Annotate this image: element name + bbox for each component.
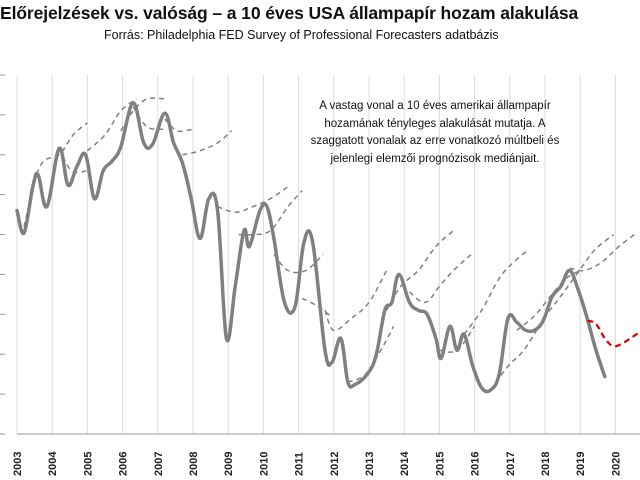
- x-tick-label: 2012: [329, 452, 341, 476]
- x-tick-label: 2013: [364, 452, 376, 476]
- x-tick-label: 2014: [399, 451, 411, 476]
- forecast-line: [301, 297, 331, 317]
- x-tick-label: 2007: [153, 452, 165, 476]
- x-tick-label: 2009: [223, 452, 235, 476]
- forecast-line: [347, 325, 395, 383]
- forecast-line: [86, 98, 138, 152]
- x-tick-label: 2004: [47, 451, 59, 476]
- forecast-line: [542, 234, 615, 319]
- forecast-line: [409, 253, 472, 304]
- x-tick-label: 2020: [610, 452, 622, 476]
- tick-label-layer: 2003 2004 2005 2006 2007 2008 2009 2010 2011 2012…: [12, 451, 622, 476]
- axes-layer: [0, 74, 640, 435]
- forecast-line: [23, 122, 88, 227]
- forecast-line: [463, 249, 528, 335]
- x-tick-label: 2010: [258, 452, 270, 476]
- current-forecast-line: [586, 319, 640, 348]
- actual-yield-line: [15, 101, 607, 394]
- forecast-line: [516, 269, 581, 331]
- grid-layer: [16, 75, 616, 434]
- forecast-line: [58, 148, 88, 174]
- x-tick-label: 2018: [540, 452, 552, 476]
- forecast-line: [569, 232, 637, 272]
- chart-title: Előrejelzések vs. valóság – a 10 éves US…: [0, 3, 579, 23]
- x-tick-label: 2003: [12, 452, 24, 476]
- forecast-line: [217, 186, 289, 213]
- current-forecast-layer: [586, 319, 640, 348]
- chart-annotation: A vastag vonal a 10 éves amerikai államp…: [310, 100, 560, 165]
- forecast-line: [273, 253, 324, 274]
- x-tick-label: 2017: [505, 452, 517, 476]
- x-tick-label: 2008: [188, 452, 200, 476]
- x-tick-label: 2015: [434, 452, 446, 476]
- forecast-line: [385, 230, 454, 311]
- x-tick-label: 2005: [82, 452, 94, 476]
- forecast-line: [132, 106, 165, 131]
- x-tick-label: 2016: [470, 452, 482, 476]
- forecast-line: [182, 130, 233, 156]
- x-tick-label: 2006: [118, 452, 130, 476]
- actual-layer: [15, 101, 607, 394]
- x-tick-label: 2019: [575, 452, 587, 476]
- x-tick-label: 2011: [294, 452, 306, 476]
- chart-subtitle: Forrás: Philadelphia FED Survey of Profe…: [104, 28, 499, 42]
